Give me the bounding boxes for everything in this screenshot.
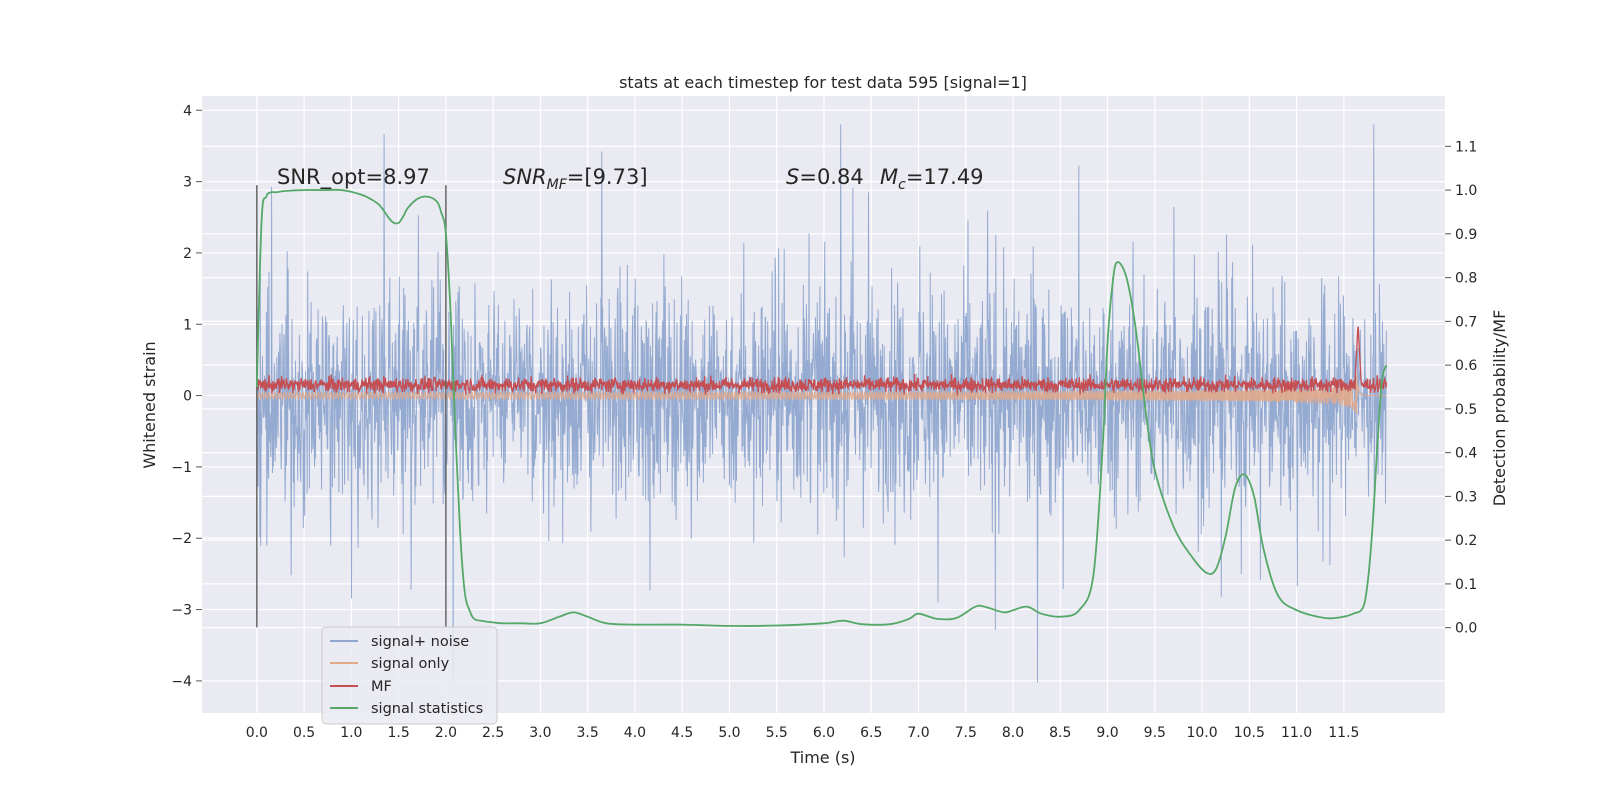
y2-tick-label: 0.1 — [1455, 577, 1477, 593]
y2-tick-label: 0.7 — [1455, 314, 1477, 330]
y-tick-label: −3 — [171, 603, 192, 619]
y2-axis-label: Detection probability/MF — [1490, 310, 1509, 507]
x-tick-label: 10.5 — [1234, 725, 1265, 741]
y2-tick-label: 0.5 — [1455, 402, 1477, 418]
x-tick-label: 0.0 — [246, 725, 268, 741]
x-tick-label: 11.5 — [1328, 725, 1359, 741]
series-signal-only — [256, 373, 1387, 415]
x-tick-label: 4.5 — [671, 725, 693, 741]
x-tick-label: 6.5 — [860, 725, 882, 741]
y-tick-label: −2 — [171, 531, 192, 547]
chart-title: stats at each timestep for test data 595… — [619, 73, 1027, 92]
y2-tick-label: 0.8 — [1455, 271, 1477, 287]
annotation-snr-mf: SNRMF=[9.73] — [503, 165, 648, 193]
legend-label-mf: MF — [371, 679, 392, 695]
legend-label-signal-statistics: signal statistics — [371, 701, 483, 717]
legend-label-signal-only: signal only — [371, 656, 450, 672]
annotation-mc: Mc=17.49 — [880, 165, 984, 193]
y-tick-label: 0 — [183, 389, 192, 405]
series-signal-statistics — [255, 188, 1388, 627]
y-tick-label: −4 — [171, 674, 192, 690]
annotation-snr-opt: SNR_opt=8.97 — [277, 165, 430, 190]
x-tick-label: 7.0 — [907, 725, 929, 741]
y-tick-label: 4 — [183, 103, 192, 119]
y2-tick-label: 0.2 — [1455, 533, 1477, 549]
x-tick-label: 3.0 — [529, 725, 551, 741]
y2-tick-label: 0.3 — [1455, 489, 1477, 505]
y-axis-label: Whitened strain — [140, 341, 159, 468]
x-tick-label: 9.5 — [1144, 725, 1166, 741]
y2-tick-label: 0.6 — [1455, 358, 1477, 374]
x-tick-label: 7.5 — [955, 725, 977, 741]
y-tick-label: 3 — [183, 175, 192, 191]
y2-tick-label: 0.0 — [1455, 621, 1477, 637]
legend: signal+ noise signal only MF signal stat… — [321, 626, 498, 725]
x-tick-label: 6.0 — [813, 725, 835, 741]
x-tick-label: 1.5 — [387, 725, 409, 741]
y2-tick-label: 1.1 — [1455, 139, 1477, 155]
series-mf — [256, 326, 1388, 396]
y2-tick-label: 0.9 — [1455, 227, 1477, 243]
annotation-s: S=0.84 — [786, 165, 864, 189]
plot-area — [255, 124, 1388, 684]
x-tick-label: 2.5 — [482, 725, 504, 741]
legend-box — [321, 626, 498, 725]
y-tick-label: −1 — [171, 460, 192, 476]
y2-tick-label: 0.4 — [1455, 446, 1477, 462]
y-tick-label: 1 — [183, 317, 192, 333]
x-tick-label: 10.0 — [1186, 725, 1217, 741]
x-tick-label: 3.5 — [577, 725, 599, 741]
x-tick-label: 8.5 — [1049, 725, 1071, 741]
legend-label-signal-noise: signal+ noise — [371, 634, 469, 650]
y2-tick-label: 1.0 — [1455, 183, 1477, 199]
x-tick-label: 4.0 — [624, 725, 646, 741]
x-tick-label: 2.0 — [435, 725, 457, 741]
x-axis-label: Time (s) — [789, 748, 855, 767]
x-tick-label: 5.5 — [766, 725, 788, 741]
x-tick-label: 0.5 — [293, 725, 315, 741]
y-tick-label: 2 — [183, 246, 192, 262]
x-tick-label: 5.0 — [718, 725, 740, 741]
x-tick-label: 1.0 — [340, 725, 362, 741]
annotations: SNR_opt=8.97 SNRMF=[9.73] S=0.84 Mc=17.4… — [277, 165, 984, 193]
ticks: 0.0 0.5 1.0 1.5 2.0 2.5 3.0 3.5 4.0 4.5 5.0 5.5 6.0 6… — [171, 103, 1477, 741]
x-tick-label: 9.0 — [1096, 725, 1118, 741]
x-tick-label: 11.0 — [1281, 725, 1312, 741]
x-tick-label: 8.0 — [1002, 725, 1024, 741]
